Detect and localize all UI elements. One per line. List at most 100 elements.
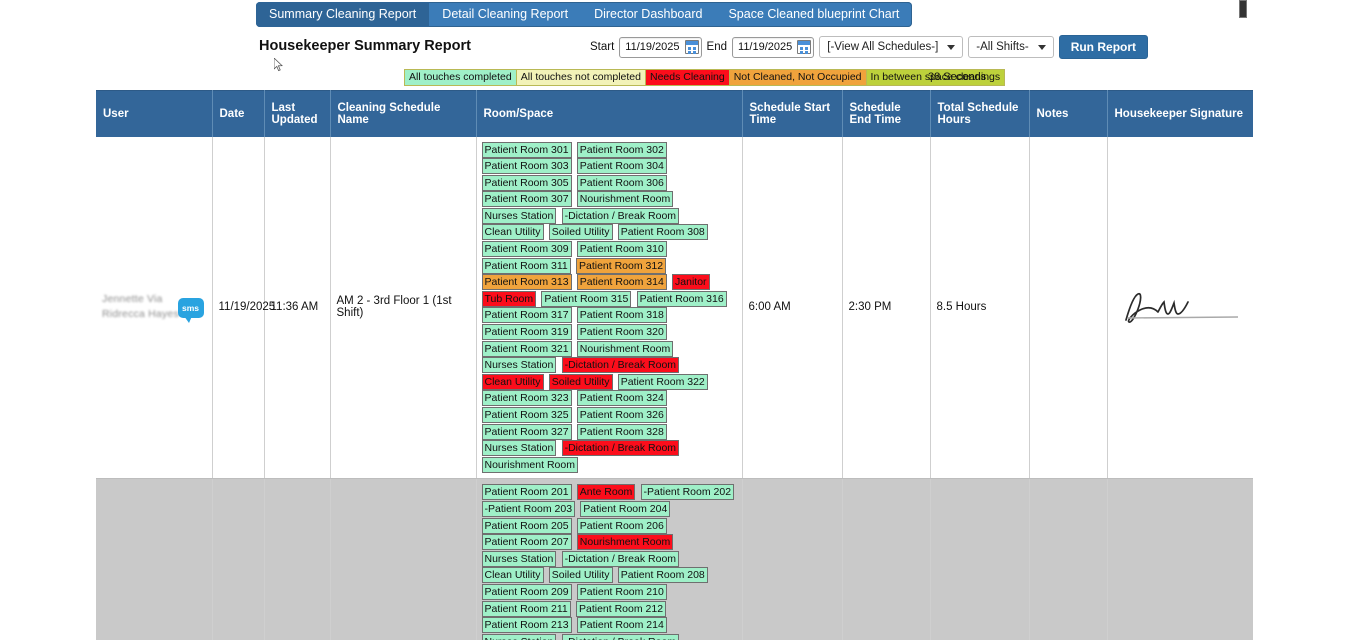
- room-chip[interactable]: Tub Room: [481, 290, 537, 307]
- column-header-total-schedule-hours[interactable]: Total Schedule Hours: [930, 90, 1030, 137]
- room-chip[interactable]: -Dictation / Break Room: [561, 550, 680, 567]
- room-chip[interactable]: Patient Room 208: [617, 567, 708, 584]
- room-chip[interactable]: Patient Room 318: [576, 307, 667, 324]
- room-chip[interactable]: Patient Room 206: [576, 517, 667, 534]
- room-chip[interactable]: Patient Room 201: [481, 484, 572, 501]
- scrollbar-thumb[interactable]: [1239, 0, 1247, 18]
- room-chip[interactable]: Clean Utility: [481, 567, 544, 584]
- run-report-button[interactable]: Run Report: [1058, 35, 1149, 59]
- cell-date: 11/19/2025: [212, 478, 265, 640]
- shift-select-value: -All Shifts-: [976, 41, 1029, 53]
- tab-director-dashboard[interactable]: Director Dashboard: [594, 7, 703, 21]
- room-chip[interactable]: Nurses Station: [481, 207, 557, 224]
- room-chip[interactable]: Patient Room 211: [481, 600, 571, 617]
- room-chip[interactable]: Patient Room 316: [636, 290, 727, 307]
- room-chip[interactable]: Patient Room 205: [481, 517, 572, 534]
- room-chip[interactable]: Patient Room 313: [481, 274, 572, 291]
- tab-detail-cleaning-report[interactable]: Detail Cleaning Report: [442, 7, 569, 21]
- end-date-value: 11/19/2025: [738, 41, 793, 53]
- room-chip[interactable]: Patient Room 321: [481, 340, 572, 357]
- room-chip[interactable]: Patient Room 311: [481, 257, 571, 274]
- cell-room-space: Patient Room 201 Ante Room -Patient Room…: [476, 478, 743, 640]
- room-chip[interactable]: Patient Room 210: [576, 583, 667, 600]
- room-chip[interactable]: Ante Room: [576, 484, 636, 501]
- room-chip[interactable]: Patient Room 309: [481, 241, 572, 258]
- elapsed-time-label: 38 Seconds: [928, 71, 987, 83]
- room-chip[interactable]: -Patient Room 203: [481, 500, 576, 517]
- room-chip[interactable]: Patient Room 308: [617, 224, 708, 241]
- room-chip[interactable]: Patient Room 315: [541, 290, 632, 307]
- room-chip[interactable]: Patient Room 209: [481, 583, 572, 600]
- legend-item: All touches completed: [405, 70, 517, 85]
- room-chip[interactable]: Nourishment Room: [481, 456, 578, 473]
- room-chip[interactable]: Patient Room 207: [481, 534, 572, 551]
- column-header-housekeeper-signature[interactable]: Housekeeper Signature: [1107, 90, 1253, 137]
- signature-image: [1114, 636, 1248, 640]
- calendar-icon[interactable]: [797, 40, 812, 54]
- room-chip[interactable]: Janitor: [672, 274, 710, 291]
- room-chip[interactable]: Patient Room 312: [575, 257, 667, 274]
- table-row[interactable]: Dunn LatoyaDunn Latoyasms11/19/20252:07 …: [96, 478, 1253, 640]
- legend-item: Not Cleaned, Not Occupied: [729, 70, 867, 85]
- room-chip[interactable]: Patient Room 326: [576, 407, 667, 423]
- tab-space-cleaned-blueprint-chart[interactable]: Space Cleaned blueprint Chart: [728, 7, 900, 21]
- column-header-schedule-start-time[interactable]: Schedule Start Time: [742, 90, 843, 137]
- calendar-icon[interactable]: [684, 40, 699, 54]
- room-chip[interactable]: Patient Room 302: [576, 141, 667, 158]
- room-chip[interactable]: Nurses Station: [481, 357, 557, 374]
- room-chip[interactable]: Patient Room 305: [481, 174, 572, 191]
- schedule-select[interactable]: [-View All Schedules-]: [819, 36, 964, 58]
- room-chip[interactable]: Patient Room 328: [576, 423, 667, 440]
- sms-badge-icon[interactable]: sms: [177, 298, 204, 324]
- room-chip[interactable]: Nurses Station: [481, 633, 557, 640]
- room-chip[interactable]: Patient Room 314: [576, 274, 667, 291]
- room-chip[interactable]: Soiled Utility: [548, 373, 613, 390]
- start-date-input[interactable]: 11/19/2025: [619, 36, 702, 58]
- column-header-date[interactable]: Date: [212, 90, 265, 137]
- room-chip[interactable]: Patient Room 322: [617, 373, 708, 390]
- table-row[interactable]: Jennette Via Ridrecca Hayes sms 11/19/2025 1…: [96, 136, 1253, 480]
- room-chip[interactable]: -Dictation / Break Room: [561, 207, 680, 224]
- room-chip[interactable]: Patient Room 323: [481, 390, 572, 407]
- room-chip[interactable]: Patient Room 303: [481, 158, 572, 175]
- column-header-room-space[interactable]: Room/Space: [476, 90, 743, 137]
- room-chip[interactable]: Patient Room 310: [576, 241, 667, 258]
- room-chip[interactable]: Nourishment Room: [576, 534, 674, 551]
- room-chip[interactable]: Patient Room 325: [481, 407, 572, 423]
- room-chip-list: Patient Room 201 Ante Room -Patient Room…: [481, 484, 738, 640]
- room-chip[interactable]: Patient Room 307: [481, 191, 572, 208]
- room-chip[interactable]: Soiled Utility: [548, 567, 613, 584]
- column-header-notes[interactable]: Notes: [1029, 90, 1108, 137]
- room-chip[interactable]: Soiled Utility: [548, 224, 613, 241]
- room-chip[interactable]: Patient Room 301: [481, 141, 572, 158]
- room-chip[interactable]: Nurses Station: [481, 440, 557, 457]
- column-header-schedule-end-time[interactable]: Schedule End Time: [842, 90, 931, 137]
- room-chip[interactable]: Patient Room 320: [576, 324, 667, 341]
- end-date-input[interactable]: 11/19/2025: [732, 36, 815, 58]
- room-chip[interactable]: -Dictation / Break Room: [561, 440, 680, 457]
- tab-summary-cleaning-report[interactable]: Summary Cleaning Report: [256, 2, 430, 27]
- room-chip[interactable]: Patient Room 327: [481, 423, 572, 440]
- cell-last-updated: 2:07 PM: [264, 478, 331, 640]
- room-chip[interactable]: Patient Room 319: [481, 324, 572, 341]
- room-chip[interactable]: Clean Utility: [481, 373, 544, 390]
- room-chip[interactable]: Patient Room 304: [576, 158, 667, 175]
- shift-select[interactable]: -All Shifts-: [968, 36, 1054, 58]
- room-chip[interactable]: Patient Room 213: [481, 617, 572, 634]
- column-header-last-updated[interactable]: Last Updated: [264, 90, 331, 137]
- room-chip[interactable]: Patient Room 317: [481, 307, 572, 324]
- room-chip[interactable]: Nourishment Room: [576, 340, 674, 357]
- room-chip[interactable]: Nourishment Room: [576, 191, 674, 208]
- room-chip[interactable]: Clean Utility: [481, 224, 544, 241]
- room-chip[interactable]: -Patient Room 202: [640, 484, 735, 501]
- room-chip[interactable]: -Dictation / Break Room: [561, 633, 680, 640]
- room-chip[interactable]: Patient Room 324: [576, 390, 667, 407]
- room-chip[interactable]: Patient Room 212: [575, 600, 667, 617]
- room-chip[interactable]: Patient Room 214: [576, 617, 667, 634]
- room-chip[interactable]: Nurses Station: [481, 550, 557, 567]
- column-header-user[interactable]: User: [96, 90, 213, 137]
- column-header-cleaning-schedule-name[interactable]: Cleaning Schedule Name: [330, 90, 477, 137]
- room-chip[interactable]: Patient Room 306: [576, 174, 667, 191]
- room-chip[interactable]: -Dictation / Break Room: [561, 357, 680, 374]
- room-chip[interactable]: Patient Room 204: [580, 500, 671, 517]
